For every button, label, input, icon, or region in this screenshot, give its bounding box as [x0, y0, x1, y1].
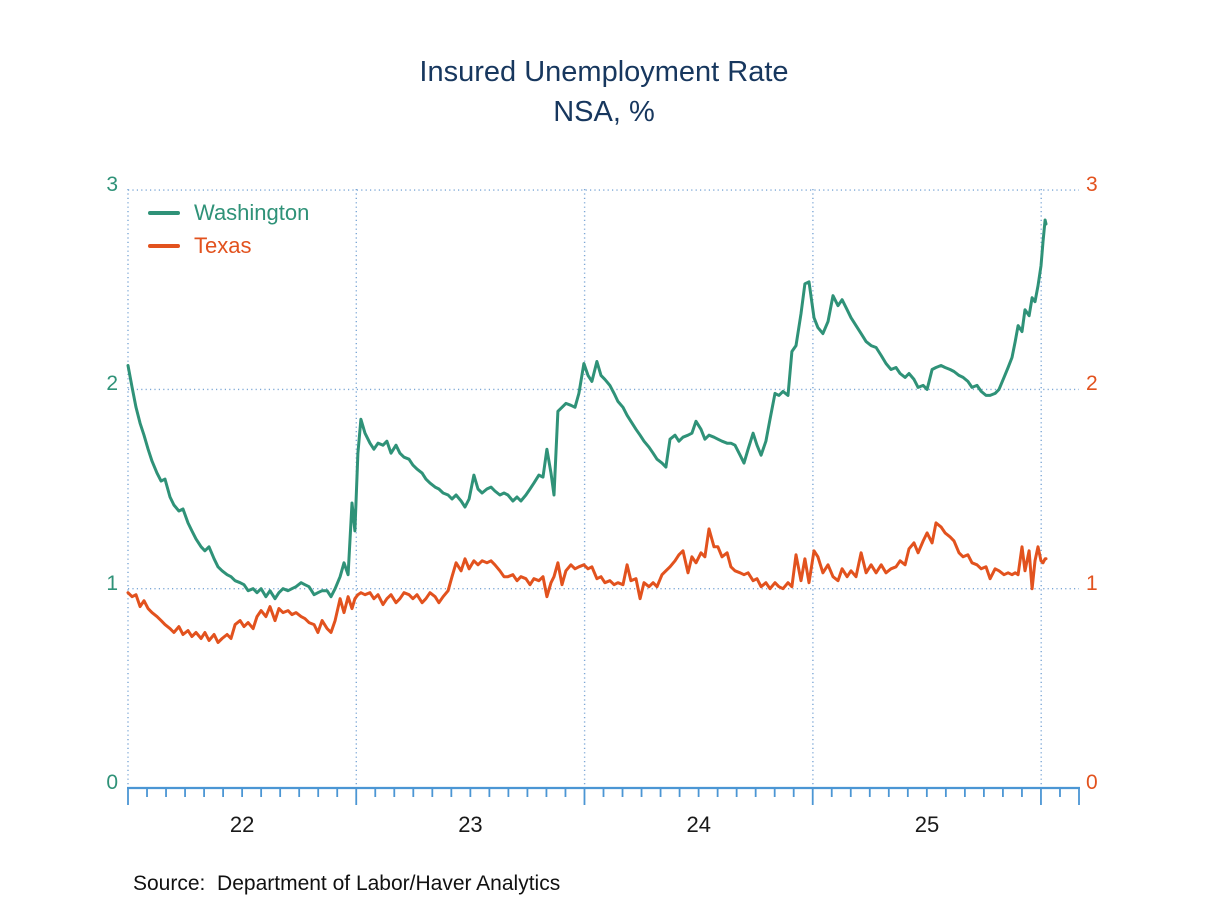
x-axis-year-label-23: 23 [458, 812, 483, 837]
x-axis-year-label-25: 25 [914, 812, 940, 837]
legend-item-washington: Washington [148, 196, 309, 229]
legend-item-texas: Texas [148, 229, 309, 262]
series-washington-line [126, 218, 1048, 601]
legend: Washington Texas [148, 196, 309, 262]
x-axis-year-label-24: 24 [686, 812, 711, 837]
y-axis-label-right-1: 1 [1086, 571, 1098, 595]
y-axis-label-right-3: 3 [1086, 173, 1098, 197]
x-axis-year-label-22: 22 [229, 812, 255, 837]
washington-line-swatch [148, 210, 180, 215]
y-axis-label-left-2: 2 [106, 372, 118, 396]
y-axis-label-left-0: 0 [106, 771, 118, 794]
y-axis-label-right-0: 0 [1086, 771, 1098, 794]
source-note: Source: Department of Labor/Haver Analyt… [133, 872, 561, 895]
chart-title-line2: NSA, % [553, 96, 655, 128]
gridlines [127, 189, 1079, 788]
y-axis-label-left-3: 3 [106, 173, 118, 197]
y-axis-label-right-2: 2 [1086, 372, 1098, 396]
legend-label-texas: Texas [194, 232, 252, 258]
texas-line-swatch [148, 243, 180, 248]
chart-title-line1: Insured Unemployment Rate [419, 56, 789, 88]
chart-title: Insured Unemployment Rate NSA, % [0, 52, 1208, 132]
x-axis [127, 786, 1080, 805]
series-texas-line [126, 521, 1048, 644]
legend-label-washington: Washington [194, 199, 310, 225]
y-axis-label-left-1: 1 [106, 571, 118, 595]
